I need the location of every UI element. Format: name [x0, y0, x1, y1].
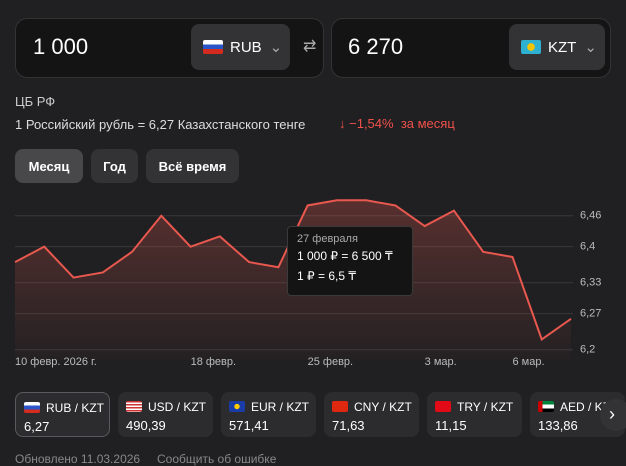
x-tick-label: 6 мар.: [512, 356, 544, 368]
to-currency-code: KZT: [548, 38, 577, 56]
y-tick-label: 6,4: [580, 241, 595, 253]
pair-name: EUR / KZT: [251, 400, 310, 414]
updated: Обновлено 11.03.2026: [15, 452, 141, 466]
report-link[interactable]: Сообщить об ошибке: [157, 452, 277, 466]
pair-rate: 490,39: [126, 418, 166, 433]
tab[interactable]: Всё время: [146, 149, 239, 183]
rate-text: 1 Российский рубль = 6,27 Казахстанского…: [15, 117, 306, 132]
flag: [332, 401, 348, 412]
pair-card[interactable]: RUB / KZT 6,27: [15, 392, 110, 437]
pair-rate: 571,41: [229, 418, 269, 433]
pair-card[interactable]: EUR / KZT 571,41: [221, 392, 316, 437]
change-value: −1,54%: [349, 116, 394, 131]
tooltip: 27 февраля 1 000 ₽ = 6 500 ₸ 1 ₽ = 6,5 ₸: [287, 226, 413, 296]
y-tick-label: 6,27: [580, 308, 601, 320]
flag: [126, 401, 142, 412]
pair-rate: 11,15: [435, 418, 467, 433]
from-currency-code: RUB: [230, 38, 262, 56]
next-button[interactable]: ›: [600, 399, 626, 431]
swap-button[interactable]: ⇄: [303, 38, 317, 55]
change-period: за месяц: [400, 116, 455, 131]
chart: 6,2 6,27 6,33 6,4 6,46 10 февр. 2026 г. 18 фев…: [14, 199, 601, 368]
pair-name: TRY / KZT: [457, 400, 514, 414]
tooltip-date: 27 февраля: [297, 233, 358, 245]
flag: [229, 401, 245, 412]
to-amount[interactable]: 6 270: [348, 34, 404, 59]
from-amount[interactable]: 1 000: [33, 34, 89, 59]
y-tick-label: 6,33: [580, 277, 601, 289]
to-currency[interactable]: KZT ⌄: [509, 24, 605, 70]
x-tick-label: 18 февр.: [191, 356, 236, 368]
pair-rate: 6,27: [24, 419, 50, 434]
tooltip-line: 1 000 ₽ = 6 500 ₸: [297, 249, 393, 263]
pair-name: RUB / KZT: [46, 401, 105, 415]
flag: [435, 401, 451, 412]
pair-rate: 133,86: [538, 418, 578, 433]
y-tick-label: 6,46: [580, 210, 601, 222]
change: ↓ −1,54% за месяц: [339, 116, 455, 131]
source: ЦБ РФ: [15, 94, 56, 109]
pair-card[interactable]: CNY / KZT 71,63: [324, 392, 419, 437]
pair-name: USD / KZT: [148, 400, 207, 414]
y-tick-label: 6,2: [580, 344, 595, 356]
from-currency[interactable]: RUB ⌄: [191, 24, 290, 70]
x-tick-label: 10 февр. 2026 г.: [15, 356, 97, 368]
tab[interactable]: Год: [91, 149, 138, 183]
tab[interactable]: Месяц: [15, 149, 83, 183]
pair-name: CNY / KZT: [354, 400, 412, 414]
flag: [538, 401, 554, 412]
x-tick-label: 25 февр.: [308, 356, 353, 368]
pair-card[interactable]: TRY / KZT 11,15: [427, 392, 522, 437]
pair-rate: 71,63: [332, 418, 365, 433]
flag: [24, 402, 40, 413]
tooltip-line: 1 ₽ = 6,5 ₸: [297, 269, 356, 283]
pair-card[interactable]: USD / KZT 490,39: [118, 392, 213, 437]
x-tick-label: 3 мар.: [425, 356, 457, 368]
